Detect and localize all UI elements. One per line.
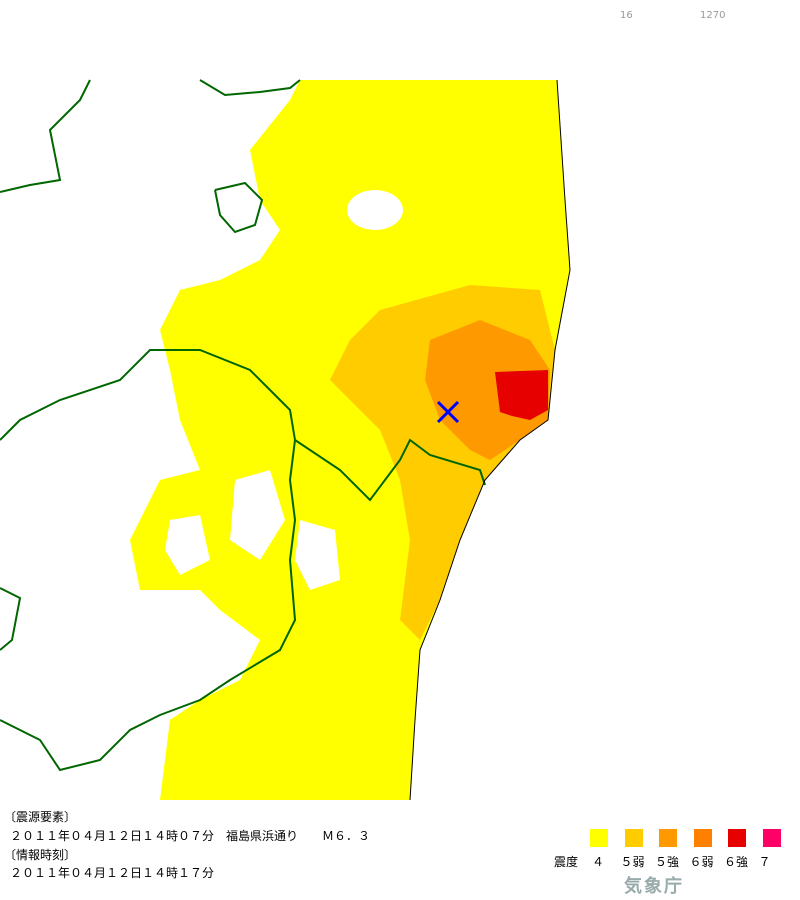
legend-label: ６強: [724, 855, 749, 869]
lake: [215, 183, 262, 232]
intensity-area: [130, 80, 570, 800]
legend-title: 震度: [554, 855, 579, 869]
prefecture-borders: [0, 79, 486, 772]
header-number: 1270: [700, 10, 726, 21]
epicenter-marker: [436, 400, 460, 424]
legend-label: ４: [592, 855, 605, 869]
legend-swatch: [624, 829, 643, 847]
legend-swatch: [693, 829, 712, 847]
legend-label: ５弱: [620, 855, 645, 869]
logo: 気象庁: [624, 876, 684, 897]
source-heading: 〔震源要素〕: [4, 810, 77, 824]
legend-swatch: [762, 829, 781, 847]
intensity-area: [425, 320, 550, 460]
source-text: ２０１１年０４月１２日１４時０７分 福島県浜通り Ｍ６．３: [10, 829, 371, 843]
legend-swatch: [728, 829, 746, 847]
intensity-area: [495, 370, 548, 420]
header-number: 16: [620, 10, 633, 21]
blank-area: [295, 520, 340, 590]
time-heading: 〔情報時刻〕: [4, 848, 77, 862]
blank-area: [230, 470, 285, 560]
coastline: [409, 79, 571, 800]
legend-swatch: [659, 829, 677, 847]
lake: [347, 190, 403, 230]
legend-label: ７: [758, 855, 771, 869]
blank-area: [165, 515, 210, 575]
legend-swatch: [590, 829, 608, 847]
intensity-map: [0, 79, 571, 800]
legend-label: ５強: [655, 855, 680, 869]
time-text: ２０１１年０４月１２日１４時１７分: [10, 866, 215, 880]
legend-label: ６弱: [689, 855, 714, 869]
